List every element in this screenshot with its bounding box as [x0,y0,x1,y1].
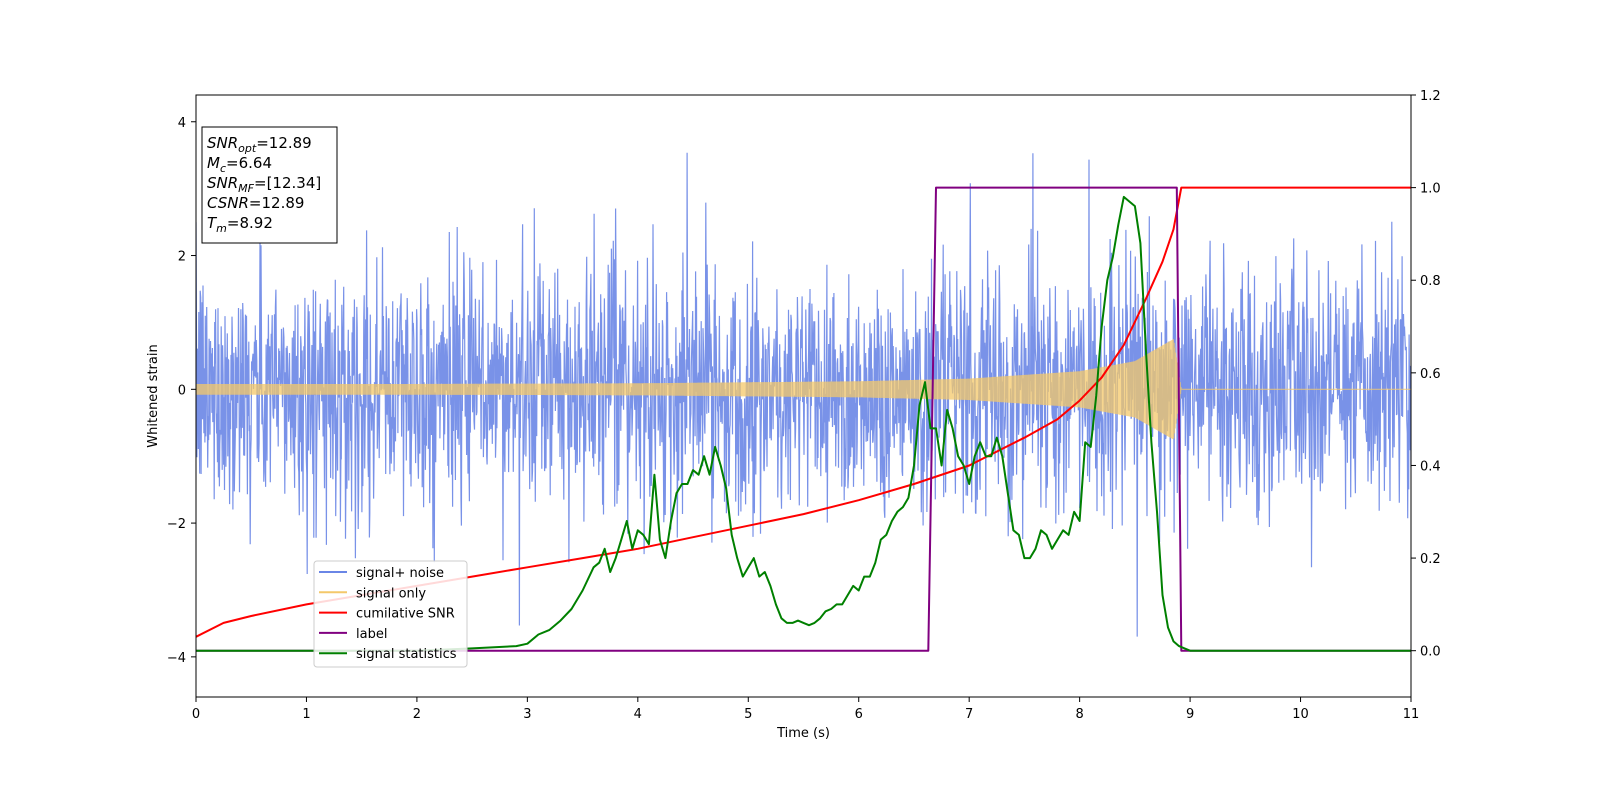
x-axis: 0 1 2 3 4 5 6 7 8 9 10 11 [192,697,1419,722]
y-right-tick-label: 0.4 [1420,459,1441,474]
y-right-tick-label: 1.2 [1420,89,1441,104]
info-line: Mc=6.64 [207,154,272,175]
legend-label-signal-only: signal only [356,586,426,601]
series-signal-only [196,339,1411,440]
info-line: CSNR=12.89 [207,194,304,212]
x-tick-label: 4 [634,707,642,722]
y-right-tick-label: 1.0 [1420,182,1441,197]
x-tick-label: 6 [855,707,863,722]
y-right-tick-label: 0.0 [1420,645,1441,660]
y-left-tick-label: 0 [178,383,186,398]
legend: signal+ noise signal only cumilative SNR la… [313,560,468,668]
legend-label-cumilative-snr: cumilative SNR [356,607,455,622]
x-tick-label: 3 [523,707,531,722]
x-tick-label: 2 [413,707,421,722]
x-axis-label: Time (s) [776,726,830,741]
y-right-tick-label: 0.8 [1420,274,1441,289]
y-axis-label: Whitened strain [146,344,161,447]
series-signal-statistics-line [196,195,1411,652]
y-left-tick-label: −4 [167,651,186,666]
info-line: SNRMF=[12.34] [207,174,321,195]
info-box-frame [201,126,338,244]
x-tick-label: 9 [1186,707,1194,722]
y-axis-left: −4 −2 0 2 4 [167,116,196,666]
info-line: SNRopt=12.89 [207,134,312,155]
x-tick-label: 8 [1075,707,1083,722]
legend-label-label: label [356,627,387,642]
x-tick-label: 0 [192,707,200,722]
legend-label-signal-statistics: signal statistics [356,647,457,662]
y-left-tick-label: 4 [178,116,186,131]
x-tick-label: 7 [965,707,973,722]
info-line: Tm=8.92 [207,214,273,235]
legend-frame [313,560,468,668]
y-left-tick-label: 2 [178,250,186,265]
y-right-tick-label: 0.6 [1420,367,1441,382]
signal-noise-line [196,152,1411,637]
legend-label-signal-noise: signal+ noise [356,566,444,581]
signal-only-line [196,339,1411,440]
y-axis-right: 0.0 0.2 0.4 0.6 0.8 1.0 1.2 [1411,89,1441,660]
info-box: SNRopt=12.89Mc=6.64SNRMF=[12.34]CSNR=12.… [201,126,338,244]
series-signal-noise [196,152,1411,637]
x-tick-label: 1 [302,707,310,722]
y-right-tick-label: 0.2 [1420,552,1441,567]
plot-frame [195,94,1412,698]
x-tick-label: 10 [1292,707,1309,722]
x-tick-label: 11 [1403,707,1420,722]
y-left-tick-label: −2 [167,517,186,532]
x-tick-label: 5 [744,707,752,722]
